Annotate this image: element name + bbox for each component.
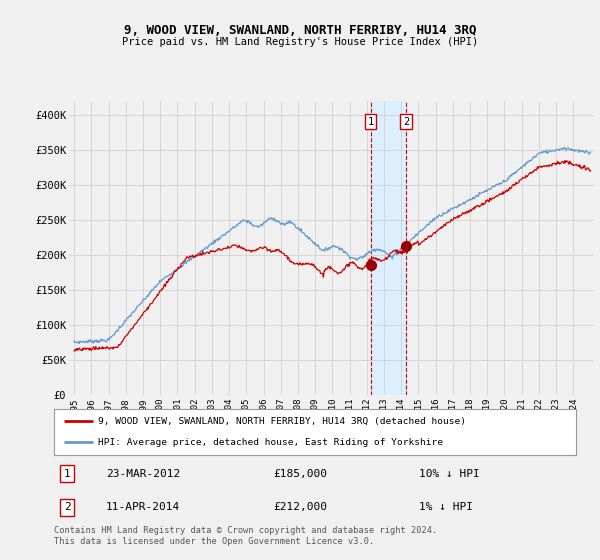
Text: 11-APR-2014: 11-APR-2014 — [106, 502, 181, 512]
Text: Price paid vs. HM Land Registry's House Price Index (HPI): Price paid vs. HM Land Registry's House … — [122, 37, 478, 47]
Text: 9, WOOD VIEW, SWANLAND, NORTH FERRIBY, HU14 3RQ: 9, WOOD VIEW, SWANLAND, NORTH FERRIBY, H… — [124, 24, 476, 36]
Text: 23-MAR-2012: 23-MAR-2012 — [106, 469, 181, 479]
Text: 10% ↓ HPI: 10% ↓ HPI — [419, 469, 480, 479]
Text: 1: 1 — [64, 469, 70, 479]
Text: £185,000: £185,000 — [273, 469, 327, 479]
Text: 2: 2 — [403, 117, 409, 127]
Text: £212,000: £212,000 — [273, 502, 327, 512]
Text: 9, WOOD VIEW, SWANLAND, NORTH FERRIBY, HU14 3RQ (detached house): 9, WOOD VIEW, SWANLAND, NORTH FERRIBY, H… — [98, 417, 466, 426]
Text: 1% ↓ HPI: 1% ↓ HPI — [419, 502, 473, 512]
Bar — [371, 101, 406, 395]
Text: Contains HM Land Registry data © Crown copyright and database right 2024.
This d: Contains HM Land Registry data © Crown c… — [54, 526, 437, 546]
Text: HPI: Average price, detached house, East Riding of Yorkshire: HPI: Average price, detached house, East… — [98, 438, 443, 447]
Text: 1: 1 — [367, 117, 374, 127]
Text: 2: 2 — [64, 502, 70, 512]
